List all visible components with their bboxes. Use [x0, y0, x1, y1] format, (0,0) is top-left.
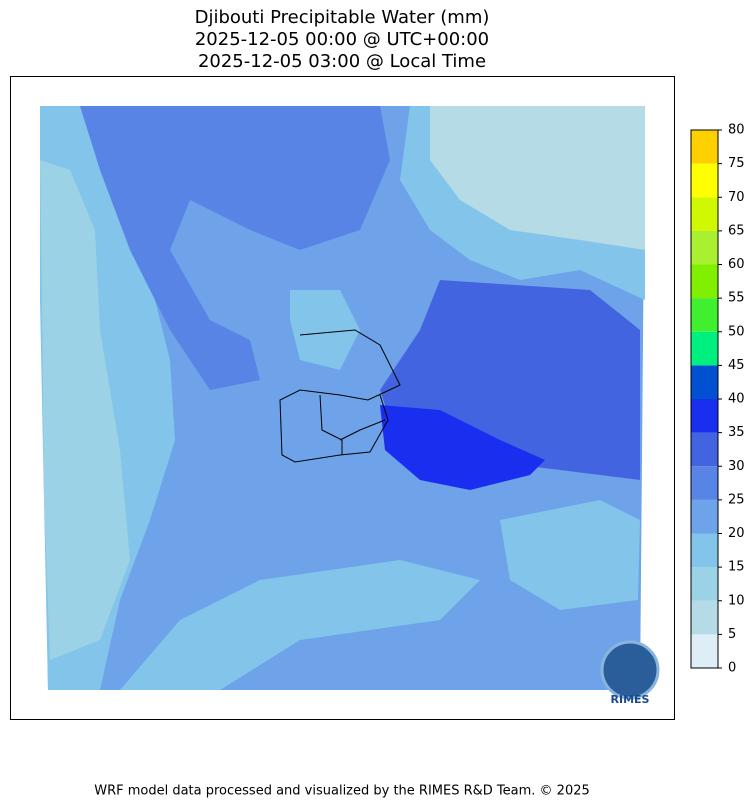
colorbar-tick-label: 25: [728, 492, 745, 507]
colorbar-bin: [691, 163, 718, 198]
colorbar-tick-label: 45: [728, 358, 745, 373]
colorbar-bin: [691, 230, 718, 265]
colorbar-bin: [691, 399, 718, 433]
title-line: 2025-12-05 03:00 @ Local Time: [198, 51, 486, 72]
colorbar-tick-label: 75: [728, 156, 745, 171]
colorbar-bin: [691, 331, 718, 366]
colorbar-tick-label: 80: [728, 123, 745, 138]
colorbar-bin: [691, 567, 718, 601]
colorbar-tick-label: 60: [728, 257, 745, 272]
colorbar-bin: [691, 533, 718, 568]
colorbar-tick-label: 15: [728, 560, 745, 575]
colorbar-bin: [691, 197, 718, 231]
colorbar-bin: [691, 264, 718, 299]
colorbar-tick-label: 70: [728, 190, 745, 205]
logo-text: RIMES: [611, 693, 650, 706]
colorbar-bin: [691, 432, 718, 467]
colorbar-bin: [691, 298, 718, 332]
colorbar-bin: [691, 634, 718, 668]
colorbar-tick-label: 55: [728, 291, 745, 306]
map-field: [40, 106, 645, 690]
colorbar-bin: [691, 600, 718, 635]
footer: WRF model data processed and visualized …: [94, 784, 590, 799]
colorbar-tick-label: 65: [728, 223, 745, 238]
title-line: 2025-12-05 00:00 @ UTC+00:00: [195, 29, 489, 50]
colorbar-tick-label: 30: [728, 459, 745, 474]
colorbar-bin: [691, 365, 718, 399]
colorbar-bin: [691, 499, 718, 534]
colorbar-tick-label: 10: [728, 593, 745, 608]
colorbar-tick-label: 40: [728, 392, 745, 407]
title-line: Djibouti Precipitable Water (mm): [195, 7, 490, 28]
colorbar-tick-label: 0: [728, 661, 736, 676]
colorbar-tick-label: 5: [728, 627, 736, 642]
colorbar: 0 5 10 15 20 25 30 35 40 45 50 55 60 65 70 75 80: [690, 123, 745, 676]
logo: RIMES: [600, 640, 660, 706]
colorbar-bin: [691, 130, 718, 164]
colorbar-tick-label: 20: [728, 526, 745, 541]
colorbar-tick-label: 50: [728, 324, 745, 339]
colorbar-tick-label: 35: [728, 425, 745, 440]
colorbar-bin: [691, 466, 718, 500]
